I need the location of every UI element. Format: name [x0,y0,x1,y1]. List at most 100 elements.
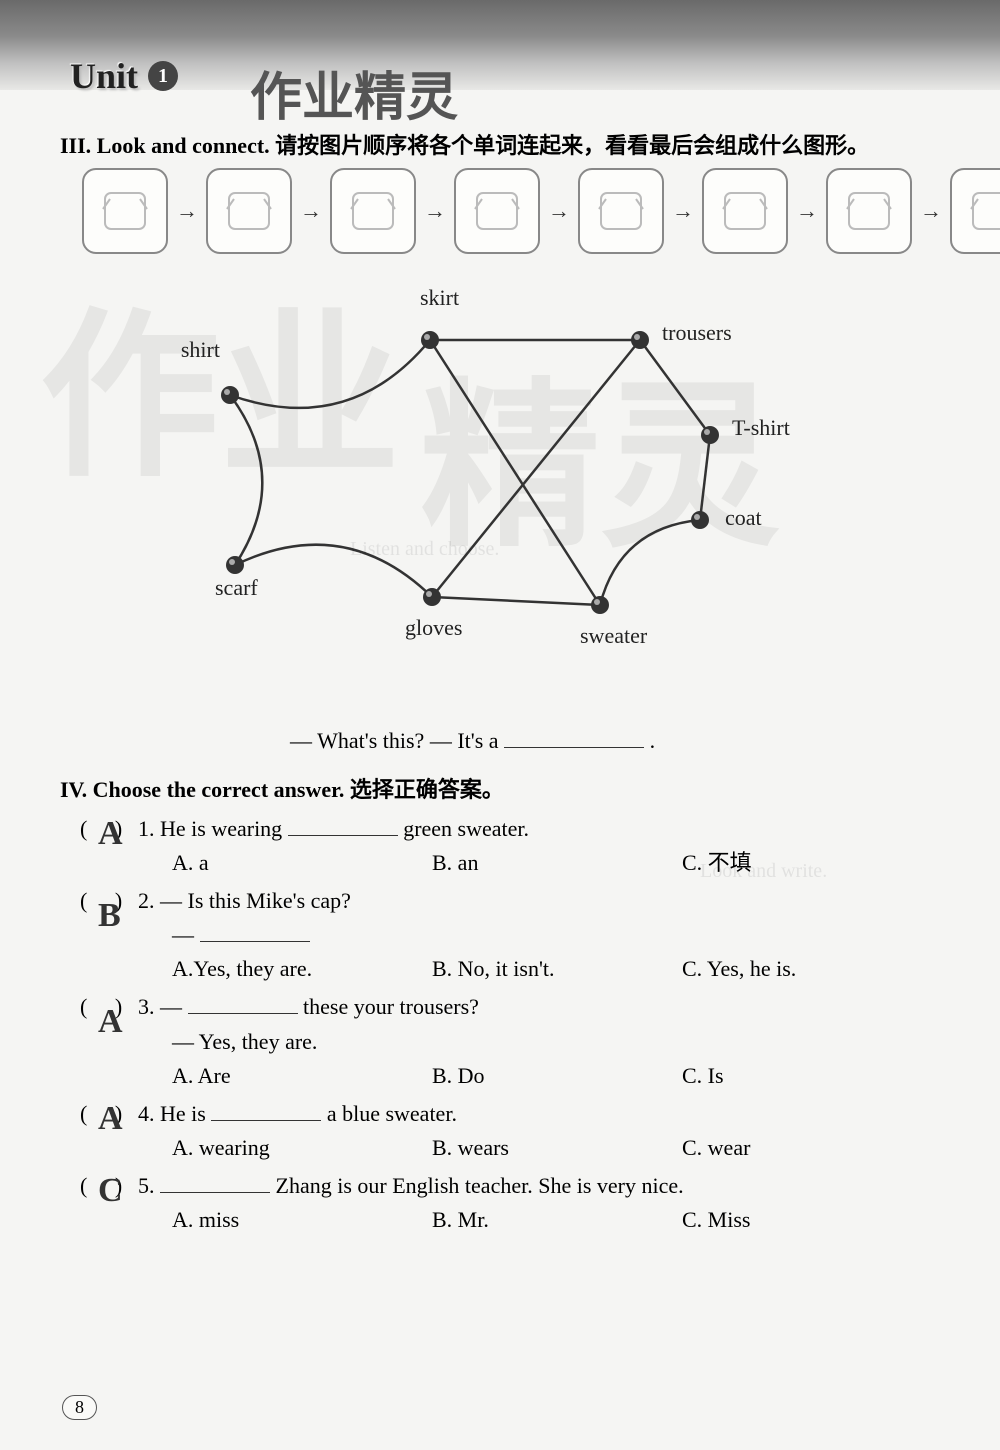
node-gloves [423,588,441,606]
unit-number: 1 [148,61,178,91]
choices: A. AreB. DoC. Is [172,1059,900,1093]
clothing-box-gloves [826,168,912,254]
ghost-text: Listen and choose. [350,538,499,561]
unit-badge: Unit 1 [70,55,178,97]
connect-diagram: shirt skirt trousers T-shirt coat sweater glov… [60,285,920,705]
stem-post: green sweater. [398,816,529,841]
clothing-box-trousers [330,168,416,254]
node-coat [691,511,709,529]
stem-blank[interactable] [288,819,398,836]
section4-heading: IV. Choose the correct answer. 选择正确答案。 [60,772,504,804]
clothing-box-shirt [82,168,168,254]
question-number: 4. [138,1101,160,1126]
node-scarf [226,556,244,574]
edge-coat-sweater [600,520,700,605]
choice-a[interactable]: A.Yes, they are. [172,952,432,986]
stem-post: these your trousers? [298,994,479,1019]
edge-shirt-skirt [230,340,430,408]
stem-blank[interactable] [188,997,298,1014]
choice-b[interactable]: B. wears [432,1131,682,1165]
question-4: A( ) 4. He is a blue sweater.A. wearingB… [80,1097,900,1165]
fill-post: . [650,728,656,753]
clothing-box-coat [578,168,664,254]
choice-c[interactable]: C. Yes, he is. [682,952,882,986]
question-3: A( ) 3. — these your trousers?— Yes, the… [80,990,900,1092]
handwritten-header: 作业精灵 [250,55,458,130]
choice-a[interactable]: A. miss [172,1203,432,1237]
question-5: C( ) 5. Zhang is our English teacher. Sh… [80,1169,900,1237]
arrow-icon: → [424,198,446,224]
node-label-gloves: gloves [405,615,462,640]
stem-blank[interactable] [211,1104,321,1121]
choices: A.Yes, they are.B. No, it isn't.C. Yes, … [172,952,900,986]
arrow-icon: → [920,198,942,224]
arrow-icon: → [796,198,818,224]
arrow-icon: → [672,198,694,224]
handwritten-answer: B [98,890,121,943]
node-label-shirt: shirt [181,337,220,362]
stem-post: Zhang is our English teacher. She is ver… [270,1173,684,1198]
choice-c[interactable]: C. wear [682,1131,882,1165]
section3-heading: III. Look and connect. 请按图片顺序将各个单词连起来，看看… [60,128,869,160]
stem-line2: — [172,918,900,952]
handwritten-answer: C [98,1165,123,1218]
node-label-tshirt: T-shirt [732,415,790,440]
choice-a[interactable]: A. wearing [172,1131,432,1165]
clothing-box-skirt [206,168,292,254]
choice-b[interactable]: B. Do [432,1059,682,1093]
choice-b[interactable]: B. an [432,846,682,880]
node-sweater [591,596,609,614]
question-2: B( ) 2. — Is this Mike's cap?— A.Yes, th… [80,884,900,986]
clothing-row: → → → → → → → [82,168,1000,254]
page-number: 8 [62,1395,97,1420]
question-number: 3. [138,994,160,1019]
choices: A. wearingB. wearsC. wear [172,1131,900,1165]
choice-b[interactable]: B. Mr. [432,1203,682,1237]
node-label-scarf: scarf [215,575,258,600]
choice-b[interactable]: B. No, it isn't. [432,952,682,986]
choice-a[interactable]: A. a [172,846,432,880]
stem-line2: — Yes, they are. [172,1025,900,1059]
node-trousers [631,331,649,349]
fill-blank[interactable] [504,729,644,748]
fill-prompt: — What's this? — It's a . [290,728,655,754]
node-skirt [421,331,439,349]
ghost-text: Look and write. [700,860,827,883]
stem-blank[interactable] [160,1176,270,1193]
node-label-trousers: trousers [662,320,732,345]
unit-label: Unit [70,55,138,97]
choice-a[interactable]: A. Are [172,1059,432,1093]
arrow-icon: → [300,198,322,224]
edge-sweater-gloves [432,597,600,605]
edge-skirt-sweater [430,340,600,605]
node-label-skirt: skirt [420,285,459,310]
clothing-box-scarf [950,168,1000,254]
stem-pre: He is [160,1101,211,1126]
handwritten-answer: A [98,808,123,861]
arrow-icon: → [176,198,198,224]
node-label-coat: coat [725,505,762,530]
fill-pre: — What's this? — It's a [290,728,504,753]
handwritten-answer: A [98,1093,123,1146]
stem-pre: — [160,994,188,1019]
arrow-icon: → [548,198,570,224]
stem-pre: — Is this Mike's cap? [160,888,351,913]
choices: A. missB. Mr.C. Miss [172,1203,900,1237]
handwritten-answer: A [98,996,123,1049]
question-number: 5. [138,1173,160,1198]
node-label-sweater: sweater [580,623,648,648]
edge-trousers-tshirt [640,340,710,435]
choice-c[interactable]: C. Miss [682,1203,882,1237]
node-shirt [221,386,239,404]
edge-scarf-shirt [230,395,262,565]
edge-tshirt-coat [700,435,710,520]
node-tshirt [701,426,719,444]
clothing-box-T-shirt [454,168,540,254]
question-number: 2. [138,888,160,913]
stem-blank[interactable] [200,925,310,942]
clothing-box-sweater [702,168,788,254]
question-number: 1. [138,816,160,841]
choice-c[interactable]: C. Is [682,1059,882,1093]
stem-pre: He is wearing [160,816,288,841]
stem-post: a blue sweater. [321,1101,457,1126]
